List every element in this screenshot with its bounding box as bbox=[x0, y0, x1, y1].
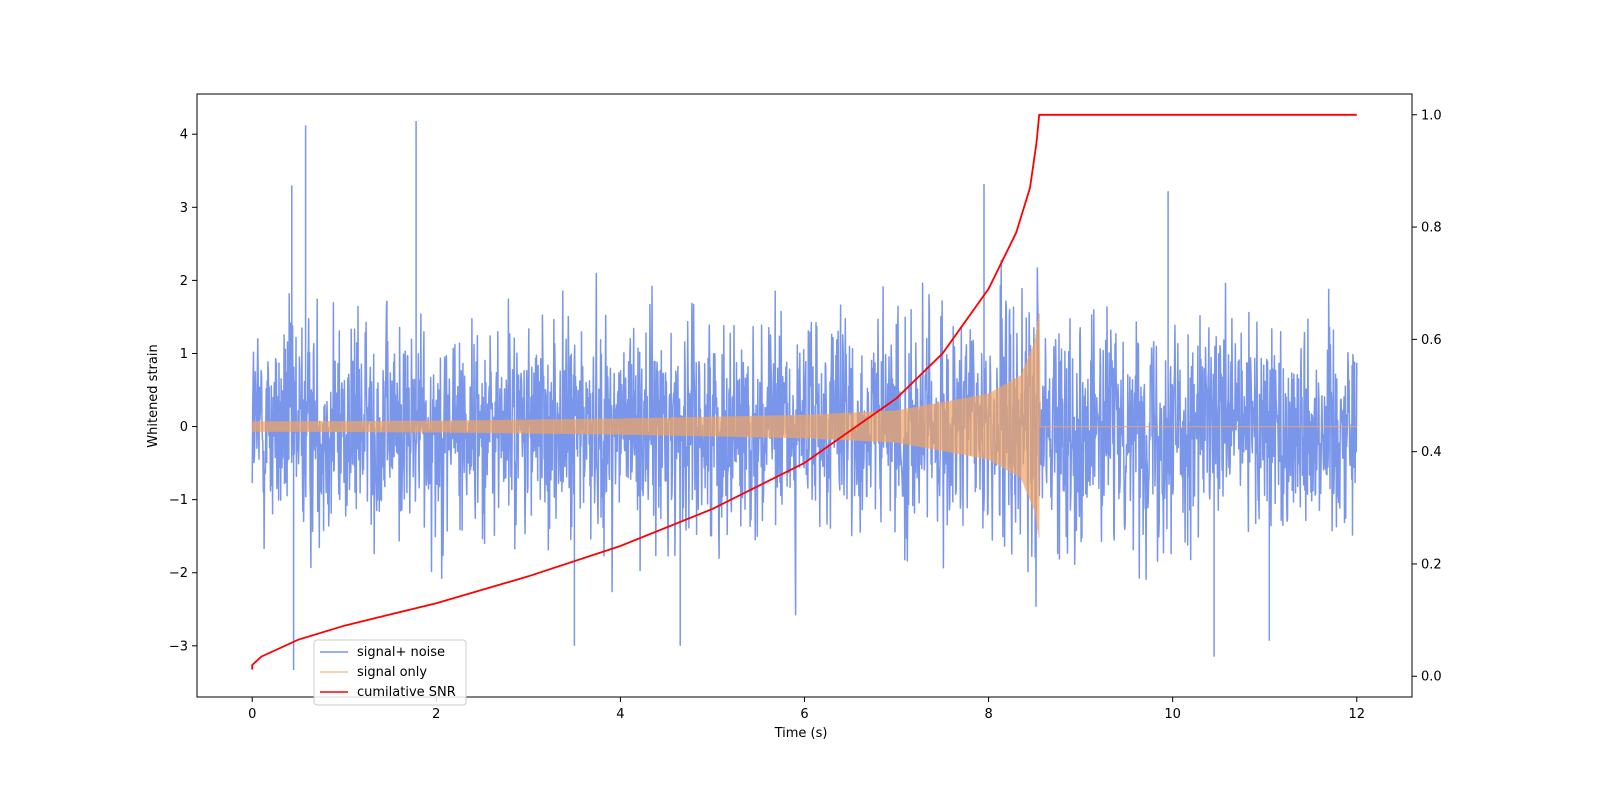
legend: signal+ noise signal only cumilative SNR bbox=[313, 639, 467, 706]
legend-label-signal-noise: signal+ noise bbox=[357, 645, 445, 660]
y2-tick-label: 0.2 bbox=[1421, 557, 1442, 572]
series-signal-only-line bbox=[251, 313, 1357, 538]
x-tick-label: 10 bbox=[1164, 707, 1181, 722]
x-axis-label: Time (s) bbox=[774, 726, 828, 741]
x-tick-label: 0 bbox=[248, 707, 256, 722]
y-axis-right: 0.0 0.2 0.4 0.6 0.8 1.0 bbox=[1412, 108, 1442, 685]
legend-box bbox=[313, 639, 467, 706]
y-tick-label: −3 bbox=[169, 639, 188, 654]
series-signal-noise-line bbox=[251, 121, 1358, 670]
y-tick-label: 1 bbox=[180, 347, 188, 362]
x-tick-label: 2 bbox=[432, 707, 440, 722]
y2-tick-label: 0.6 bbox=[1421, 333, 1442, 348]
y2-tick-label: 0.8 bbox=[1421, 221, 1442, 236]
x-tick-label: 8 bbox=[984, 707, 992, 722]
y-axis-label: Whitened strain bbox=[146, 344, 161, 447]
y-tick-label: 2 bbox=[180, 274, 188, 289]
x-tick-label: 12 bbox=[1348, 707, 1365, 722]
y2-tick-label: 0.4 bbox=[1421, 445, 1442, 460]
legend-label-signal-only: signal only bbox=[357, 665, 427, 680]
y-tick-label: −1 bbox=[169, 493, 188, 508]
y2-tick-label: 0.0 bbox=[1421, 670, 1442, 685]
series-cumulative-snr-line bbox=[251, 113, 1357, 670]
y-tick-label: 4 bbox=[180, 128, 188, 143]
y-tick-label: −2 bbox=[169, 566, 188, 581]
legend-label-cumulative-snr: cumilative SNR bbox=[357, 685, 456, 700]
x-tick-label: 4 bbox=[616, 707, 624, 722]
y2-tick-label: 1.0 bbox=[1421, 108, 1442, 123]
y-tick-label: 3 bbox=[180, 201, 188, 216]
x-tick-label: 6 bbox=[800, 707, 808, 722]
plot-area bbox=[251, 113, 1358, 670]
y-axis-left: −3 −2 −1 0 1 2 3 4 bbox=[169, 128, 197, 654]
y-tick-label: 0 bbox=[180, 420, 188, 435]
